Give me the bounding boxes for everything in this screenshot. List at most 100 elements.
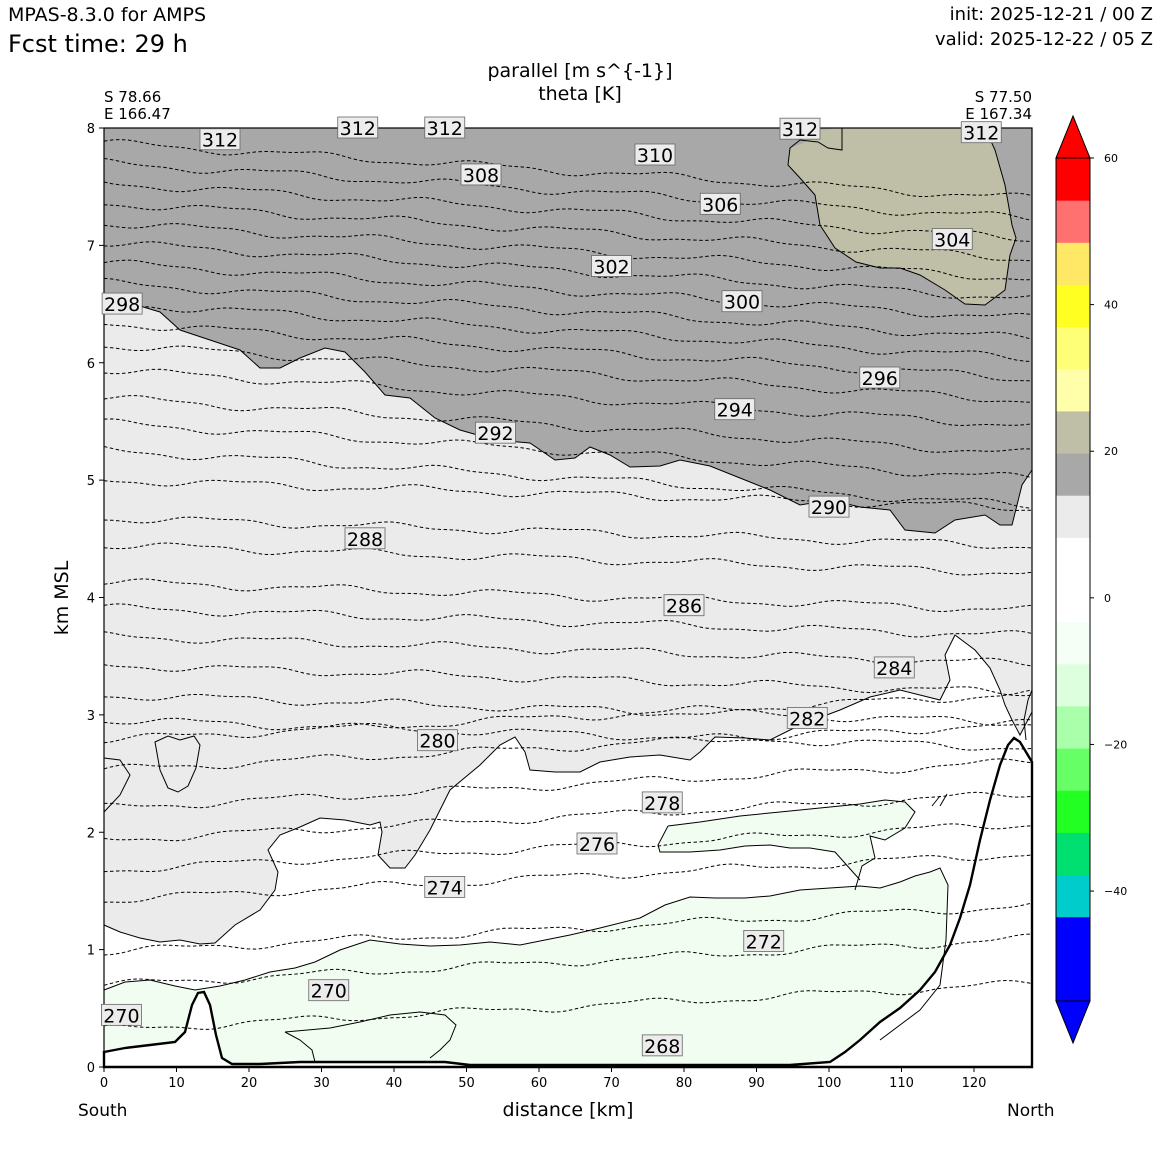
theta-label-box xyxy=(475,421,516,444)
colorbar-swatch xyxy=(1056,705,1090,749)
theta-label-text: 296 xyxy=(862,368,898,390)
colorbar-top-extend xyxy=(1055,114,1091,159)
theta-label-box xyxy=(634,143,676,166)
fill-dark-gray xyxy=(104,128,1032,533)
colorbar-swatch xyxy=(1056,916,1090,960)
colorbar-swatch xyxy=(1056,579,1090,623)
theta-label-text: 312 xyxy=(963,123,999,145)
wind-contour-lower xyxy=(103,867,949,1041)
colorbar-tick-label: −40 xyxy=(1104,885,1127,898)
theta-label-text: 268 xyxy=(644,1036,680,1058)
wind-contour-left-edge xyxy=(103,757,131,813)
y-tick-label: 5 xyxy=(87,474,95,489)
theta-label-text: 290 xyxy=(811,497,847,519)
wind-contour-khaki xyxy=(787,127,1017,306)
x-tick-label: 20 xyxy=(241,1076,258,1091)
theta-label: 282 xyxy=(786,706,828,730)
theta-label: 278 xyxy=(641,791,683,815)
north-label: North xyxy=(1007,1101,1055,1121)
colorbar-swatch xyxy=(1056,790,1090,833)
theta-isoline xyxy=(103,277,1033,340)
theta-label-text: 278 xyxy=(644,793,680,815)
x-tick-label: 60 xyxy=(531,1076,548,1091)
y-tick-label: 1 xyxy=(87,944,95,959)
theta-label-text: 298 xyxy=(104,294,140,316)
theta-label: 300 xyxy=(721,290,763,314)
wind-contour-blob xyxy=(154,735,201,793)
theta-label: 290 xyxy=(808,495,850,519)
theta-label-text: 270 xyxy=(103,1005,139,1027)
colorbar-swatch xyxy=(1056,284,1090,328)
theta-label-box xyxy=(344,527,386,550)
theta-label-text: 294 xyxy=(717,400,753,422)
theta-label-box xyxy=(960,121,1002,144)
theta-label-box xyxy=(699,192,741,215)
theta-label-box xyxy=(199,128,241,151)
theta-label-box xyxy=(101,292,143,315)
theta-label: 270 xyxy=(101,1003,142,1027)
theta-label: 284 xyxy=(873,656,915,680)
theta-label-box xyxy=(308,979,350,1002)
x-tick-label: 30 xyxy=(313,1076,330,1091)
y-tick-label: 2 xyxy=(87,826,95,841)
y-tick-label: 3 xyxy=(87,709,95,724)
theta-label: 312 xyxy=(199,128,241,152)
terrain-surface xyxy=(102,736,1034,1069)
chart-title: parallel [m s^{-1}] xyxy=(487,60,673,82)
wind-contour-lines xyxy=(103,127,1033,1063)
theta-label: 310 xyxy=(634,143,676,167)
wind-contour-mid xyxy=(103,634,1033,945)
wind-contour-bottom-loop xyxy=(284,1011,457,1063)
right-endpoint-lon: E 167.34 xyxy=(965,105,1032,123)
colorbar-swatch xyxy=(1056,621,1090,665)
left-endpoint-lat: S 78.66 xyxy=(104,88,162,106)
theta-label: 286 xyxy=(663,594,705,618)
theta-label-box xyxy=(859,366,901,389)
theta-contour-labels: 312 312 312 312 312 310 308 306 304 302 300 298 296 2… xyxy=(101,116,1002,1058)
colorbar-tick-label: −20 xyxy=(1104,738,1127,751)
theta-label-box xyxy=(337,116,379,139)
wind-contour-pocket xyxy=(657,799,916,891)
theta-label-box xyxy=(424,116,466,139)
colorbar-swatch xyxy=(1056,663,1090,707)
colorbar-swatch xyxy=(1056,748,1090,791)
x-tick-label: 10 xyxy=(168,1076,185,1091)
theta-label: 302 xyxy=(591,255,632,279)
theta-label: 274 xyxy=(424,876,466,899)
theta-label-box xyxy=(808,495,850,518)
theta-label-text: 312 xyxy=(340,118,376,140)
theta-label: 268 xyxy=(641,1034,683,1058)
colorbar-bottom-extend xyxy=(1055,1000,1091,1045)
x-tick-label: 80 xyxy=(676,1076,693,1091)
x-tick-label: 40 xyxy=(386,1076,403,1091)
y-tick-label: 8 xyxy=(87,122,95,137)
theta-isoline xyxy=(103,446,1033,509)
theta-label-box xyxy=(714,398,756,421)
colorbar-tick-label: 60 xyxy=(1104,152,1118,165)
theta-label-text: 280 xyxy=(419,731,455,753)
theta-label-box xyxy=(591,255,632,277)
theta-label-text: 306 xyxy=(702,194,738,216)
theta-label: 312 xyxy=(424,116,466,140)
theta-label-text: 274 xyxy=(427,877,463,899)
colorbar-swatch xyxy=(1056,495,1090,538)
theta-label-box xyxy=(417,729,458,752)
theta-label: 312 xyxy=(337,116,379,140)
theta-isoline xyxy=(103,933,1033,986)
theta-label-text: 276 xyxy=(579,834,615,856)
x-tick-label: 120 xyxy=(962,1076,987,1091)
colorbar-swatch xyxy=(1056,410,1090,454)
theta-label: 292 xyxy=(475,421,516,445)
theta-isoline xyxy=(103,395,1033,453)
theta-label-text: 308 xyxy=(463,165,499,187)
colorbar-tick-label: 40 xyxy=(1104,299,1118,312)
colorbar-frame xyxy=(1055,157,1091,1002)
theta-label: 280 xyxy=(417,729,458,753)
y-tick-label: 7 xyxy=(87,239,95,254)
theta-label-box xyxy=(641,791,683,814)
fill-pale-green-mid xyxy=(658,800,915,905)
theta-label-box xyxy=(101,1003,142,1026)
theta-isoline xyxy=(103,139,1033,198)
valid-time: valid: 2025-12-22 / 05 Z xyxy=(935,29,1153,50)
